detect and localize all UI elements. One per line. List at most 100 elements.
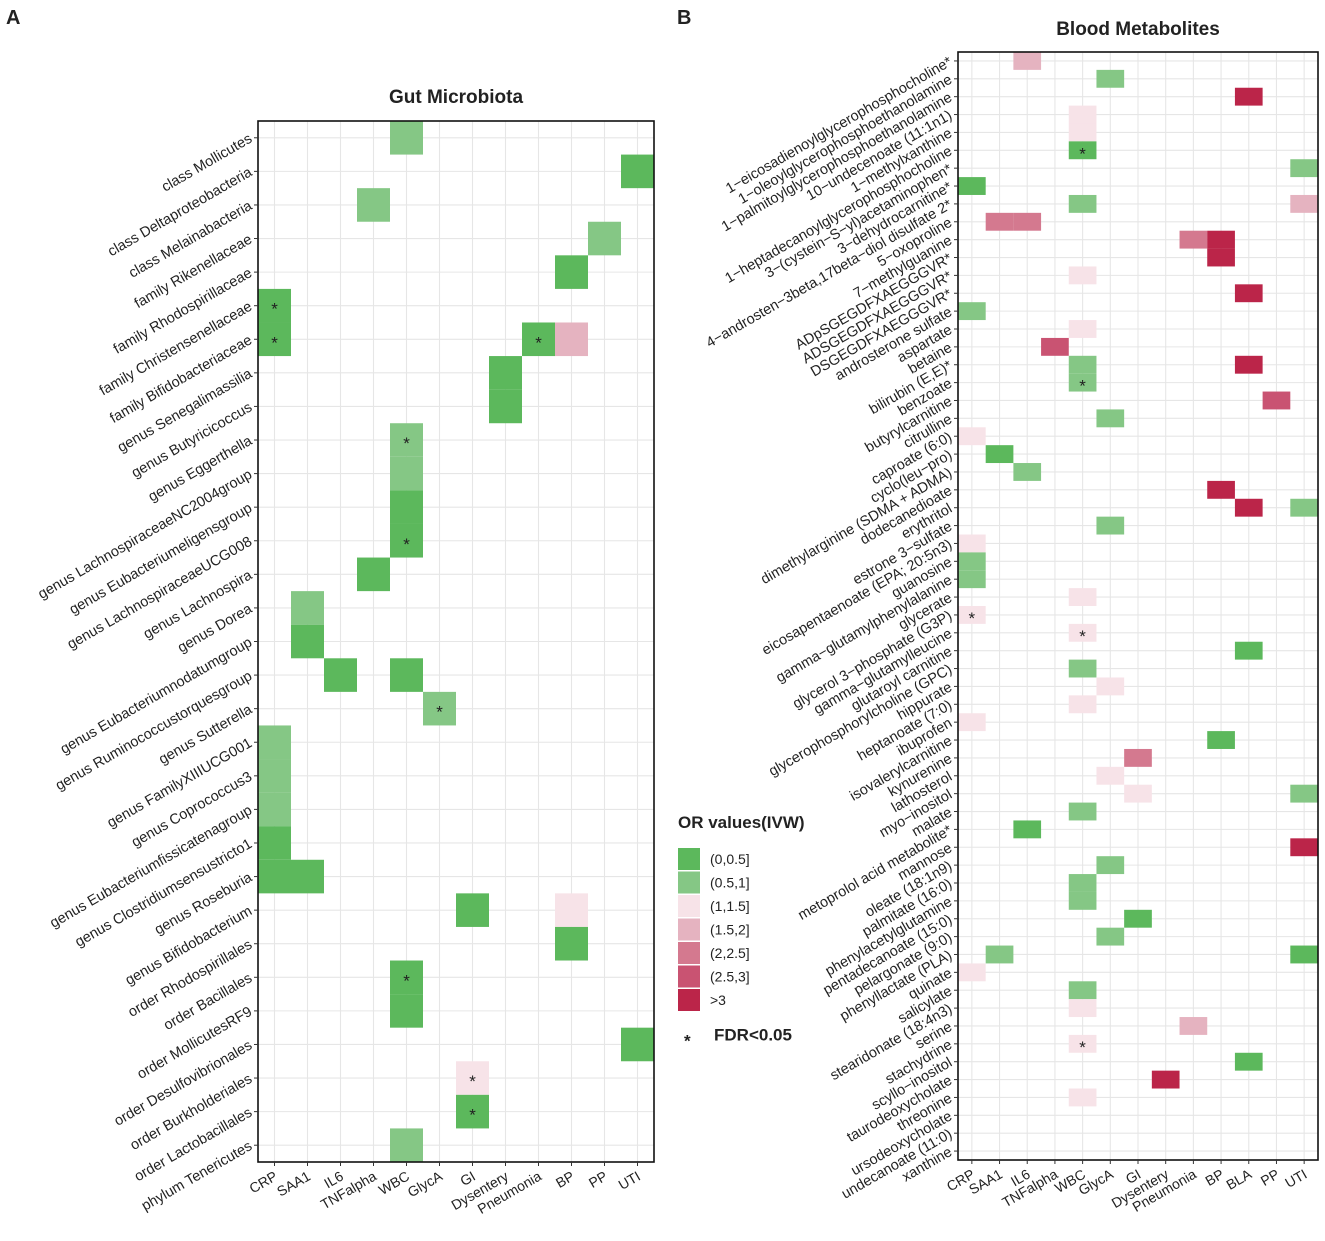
heatmap-cell <box>324 658 357 692</box>
heatmap-cell <box>258 759 291 793</box>
legend-label: (0,0.5] <box>710 851 750 867</box>
legend: OR values(IVW) (0,0.5] (0.5,1] (1,1.5] (1.5,… <box>678 813 805 1051</box>
significance-star: * <box>469 1106 476 1125</box>
heatmap-cell <box>588 221 621 256</box>
heatmap-cell <box>958 570 986 589</box>
heatmap-cell <box>1068 588 1097 606</box>
heatmap-cell <box>390 490 423 524</box>
heatmap-cell <box>958 713 986 732</box>
heatmap-cell <box>1068 802 1097 821</box>
heatmap-cell <box>985 945 1014 964</box>
chart-title: Gut Microbiota <box>389 87 523 108</box>
heatmap-cell <box>390 658 423 692</box>
heatmap-cell <box>1290 838 1318 857</box>
legend-label: (1.5,2] <box>710 922 750 938</box>
heatmap-cell <box>555 255 588 289</box>
heatmap-cell <box>1207 248 1235 267</box>
heatmap-cell <box>958 606 986 624</box>
legend-swatch <box>678 848 700 870</box>
heatmap-cell <box>1013 52 1042 70</box>
heatmap-cell <box>423 691 456 726</box>
heatmap-cell <box>258 288 291 323</box>
heatmap-cell <box>291 591 324 625</box>
heatmap-cell <box>1234 284 1263 303</box>
heatmap-cell <box>958 552 986 571</box>
heatmap-cell <box>1290 194 1318 213</box>
heatmap-cell <box>258 859 291 894</box>
significance-star: * <box>969 609 976 628</box>
legend-swatch <box>678 895 700 917</box>
heatmap-cell <box>1290 945 1318 964</box>
heatmap-cell <box>1290 498 1318 517</box>
chart-title: Blood Metabolites <box>1056 19 1220 40</box>
significance-star: * <box>271 333 278 352</box>
x-tick-label: BP <box>1202 1166 1226 1189</box>
heatmap-cell <box>621 1027 654 1062</box>
heatmap-cell <box>522 322 555 357</box>
legend-title: OR values(IVW) <box>678 813 805 832</box>
heatmap-cell <box>390 121 423 155</box>
heatmap-cell <box>1096 856 1125 875</box>
heatmap-cell <box>1124 748 1152 767</box>
heatmap-cell <box>1096 516 1125 535</box>
heatmap-cell <box>258 792 291 827</box>
x-tick-label: UTI <box>1282 1166 1310 1191</box>
legend-label: >3 <box>710 992 726 1008</box>
heatmap-cell <box>1068 266 1097 285</box>
heatmap-cell <box>489 356 522 390</box>
legend-swatch <box>678 965 700 988</box>
x-tick-label: PP <box>586 1168 610 1191</box>
heatmap-cell <box>1179 230 1208 249</box>
heatmap-cell <box>456 1094 489 1129</box>
heatmap-cell <box>1151 1070 1180 1089</box>
heatmap-cell <box>1013 212 1042 231</box>
x-tick-label: GI <box>457 1168 478 1189</box>
heatmap-cell <box>1068 141 1097 160</box>
significance-star: * <box>403 434 410 453</box>
heatmap-cell <box>1207 480 1235 499</box>
significance-star: * <box>403 535 410 554</box>
heatmap-cell <box>1124 784 1152 803</box>
x-tick-label: GI <box>1123 1166 1144 1187</box>
heatmap-cell <box>1068 1088 1097 1107</box>
heatmap-cell <box>1096 409 1125 428</box>
heatmap-cell <box>1068 105 1097 124</box>
heatmap-cell <box>555 926 588 961</box>
heatmap-cell <box>985 212 1014 231</box>
legend-note: FDR<0.05 <box>714 1026 792 1045</box>
heatmap-cell <box>1068 891 1097 910</box>
x-tick-label: PP <box>1258 1166 1282 1189</box>
heatmap-cell <box>958 302 986 321</box>
legend-swatch <box>678 942 700 964</box>
x-tick-label: UTI <box>615 1168 643 1193</box>
significance-star: * <box>1079 627 1086 646</box>
legend-swatch <box>678 918 700 941</box>
heatmap-cell <box>1096 69 1125 88</box>
heatmap-cell <box>390 456 423 491</box>
panel-letter: B <box>677 7 691 29</box>
heatmap-cell <box>1262 391 1291 410</box>
heatmap-cell <box>258 826 291 860</box>
heatmap-cell <box>1068 874 1097 892</box>
heatmap-cell <box>1234 355 1263 374</box>
heatmap-cell <box>1179 1017 1208 1035</box>
heatmap-cell <box>456 893 489 927</box>
significance-star: * <box>469 1072 476 1091</box>
heatmap-cell <box>1234 87 1263 106</box>
heatmap-cell <box>1068 999 1097 1018</box>
x-tick-label: WBC <box>376 1168 412 1198</box>
heatmap-cell <box>1207 731 1235 749</box>
significance-star: * <box>271 300 278 319</box>
heatmap-cell <box>1290 784 1318 803</box>
heatmap-cell <box>390 994 423 1028</box>
legend-label: (0.5,1] <box>710 875 750 891</box>
heatmap-cell <box>958 177 986 195</box>
heatmap-cell <box>985 445 1014 464</box>
x-tick-label: SAA1 <box>274 1168 313 1200</box>
heatmap-cell <box>1068 623 1097 642</box>
heatmap-cell <box>1068 320 1097 338</box>
heatmap-cell <box>1234 1052 1263 1071</box>
significance-star: * <box>535 333 542 352</box>
